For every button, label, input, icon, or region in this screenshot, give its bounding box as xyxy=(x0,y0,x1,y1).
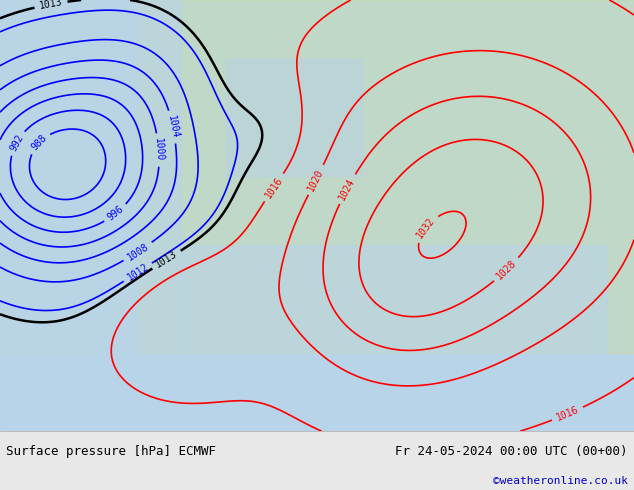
Text: 1016: 1016 xyxy=(555,405,580,423)
Polygon shape xyxy=(226,59,362,176)
Text: 1032: 1032 xyxy=(415,216,437,240)
Text: 996: 996 xyxy=(106,204,126,223)
Text: ©weatheronline.co.uk: ©weatheronline.co.uk xyxy=(493,476,628,486)
Text: 1028: 1028 xyxy=(495,258,519,281)
Text: 1012: 1012 xyxy=(126,262,150,283)
Text: 992: 992 xyxy=(8,133,25,153)
Polygon shape xyxy=(0,0,136,431)
Text: 1016: 1016 xyxy=(263,175,285,200)
Polygon shape xyxy=(0,0,181,353)
Text: 1013: 1013 xyxy=(39,0,63,11)
Text: Fr 24-05-2024 00:00 UTC (00+00): Fr 24-05-2024 00:00 UTC (00+00) xyxy=(395,445,628,458)
Text: 1020: 1020 xyxy=(306,167,326,193)
Text: 1008: 1008 xyxy=(126,241,150,262)
Text: 1000: 1000 xyxy=(153,138,165,162)
Text: 988: 988 xyxy=(29,133,49,152)
Text: 1024: 1024 xyxy=(337,176,357,202)
Polygon shape xyxy=(181,245,607,412)
Text: Surface pressure [hPa] ECMWF: Surface pressure [hPa] ECMWF xyxy=(6,445,216,458)
Text: 1013: 1013 xyxy=(154,249,179,270)
Text: 1004: 1004 xyxy=(165,114,180,140)
